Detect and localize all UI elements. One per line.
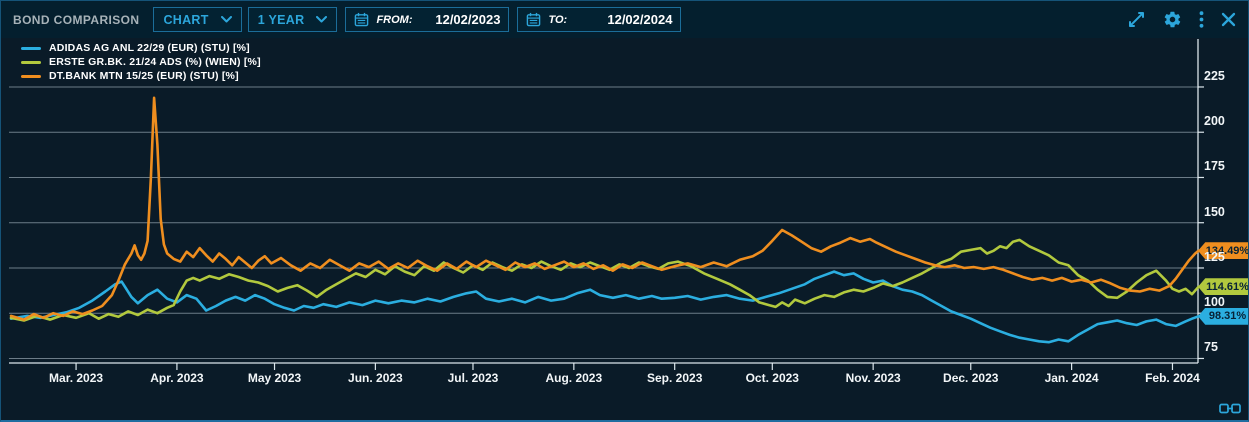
x-tick-label: Feb. 2024 [1145,371,1200,385]
x-tick-label: Mar. 2023 [49,371,104,385]
to-date-value[interactable]: 12/02/2024 [607,12,673,27]
series-line-adidas [9,270,1200,344]
chevron-down-icon [220,16,232,23]
y-tick-label: 225 [1204,68,1225,83]
last-value-tag-dtbank: 134.49% [1198,242,1248,260]
chart-legend: ADIDAS AG ANL 22/29 (EUR) (STU) [%] ERST… [21,41,261,83]
x-tick-label: Apr. 2023 [150,371,204,385]
expand-icon[interactable] [1127,10,1146,29]
series-line-dtbank [9,96,1200,321]
y-tick-label: 125 [1204,249,1225,264]
settings-gear-icon[interactable] [1163,10,1182,29]
x-tick-label: Oct. 2023 [745,371,799,385]
x-tick-label: Jun. 2023 [348,371,403,385]
x-tick-label: Nov. 2023 [845,371,901,385]
x-tick-label: Sep. 2023 [647,371,703,385]
legend-item-erste[interactable]: ERSTE GR.BK. 21/24 ADS (%) (WIEN) [%] [21,55,261,69]
from-date-value[interactable]: 12/02/2023 [435,12,501,27]
legend-label: ERSTE GR.BK. 21/24 ADS (%) (WIEN) [%] [49,56,261,68]
kebab-menu-icon[interactable] [1199,11,1204,28]
legend-swatch [21,74,41,78]
y-tick-label: 100 [1204,295,1225,310]
legend-item-adidas[interactable]: ADIDAS AG ANL 22/29 (EUR) (STU) [%] [21,41,261,55]
x-tick-label: Aug. 2023 [545,371,603,385]
toolbar-icons [1127,10,1236,29]
x-tick-label: Dec. 2023 [943,371,999,385]
last-value-tag-erste: 114.61% [1198,278,1248,296]
calendar-icon[interactable] [526,12,541,27]
x-tick-label: Jan. 2024 [1044,371,1099,385]
link-icon[interactable] [1219,402,1241,415]
toolbar: BOND COMPARISON CHART 1 YEAR FROM: [1,1,1248,38]
x-tick-label: May 2023 [247,371,302,385]
y-tick-label: 175 [1204,159,1225,174]
from-label: FROM: [376,13,413,26]
to-label: TO: [548,13,568,26]
x-tick-label: Jul. 2023 [447,371,499,385]
legend-swatch [21,60,41,64]
to-date-field[interactable]: TO: 12/02/2024 [517,7,682,32]
legend-item-dtbank[interactable]: DT.BANK MTN 15/25 (EUR) (STU) [%] [21,69,261,83]
chart-type-dropdown[interactable]: CHART [153,7,242,32]
legend-label: ADIDAS AG ANL 22/29 (EUR) (STU) [%] [49,42,250,54]
time-range-dropdown-value: 1 YEAR [257,12,305,27]
time-range-dropdown[interactable]: 1 YEAR [247,7,338,32]
calendar-icon[interactable] [354,12,369,27]
y-tick-label: 75 [1204,340,1218,355]
y-tick-label: 200 [1204,114,1225,129]
series-line-erste [9,238,1200,322]
page-title: BOND COMPARISON [13,12,140,27]
y-tick-label: 150 [1204,204,1225,219]
chart-plot-area[interactable]: ADIDAS AG ANL 22/29 (EUR) (STU) [%] ERST… [1,38,1248,420]
legend-label: DT.BANK MTN 15/25 (EUR) (STU) [%] [49,70,239,82]
chart-type-dropdown-value: CHART [163,12,209,27]
chart-canvas [9,39,1204,370]
legend-swatch [21,46,41,50]
from-date-field[interactable]: FROM: 12/02/2023 [345,7,510,32]
last-value-tag-adidas: 98.31% [1198,307,1248,325]
close-icon[interactable] [1221,12,1236,27]
chevron-down-icon [316,16,328,23]
